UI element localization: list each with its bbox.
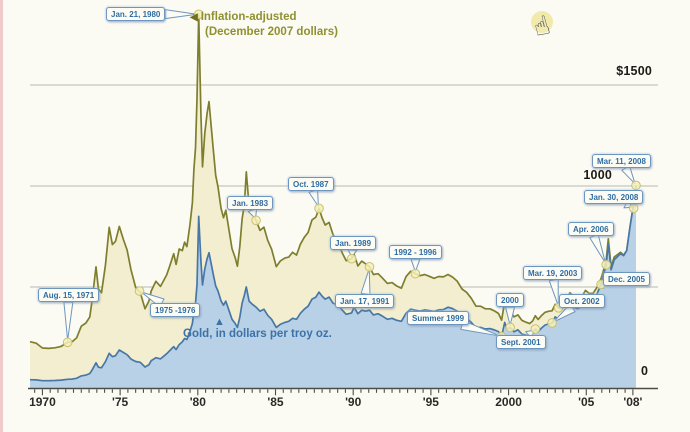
up-triangle-pointer-icon: ▲ — [214, 316, 225, 328]
event-marker — [628, 203, 639, 214]
event-marker — [346, 253, 357, 264]
callout-oct-1987: Oct. 1987 — [288, 177, 334, 191]
callout-tail — [505, 306, 516, 326]
series-area-nominal — [30, 185, 636, 388]
event-marker — [364, 262, 375, 272]
callout-apr-2006: Apr. 2006 — [568, 222, 614, 236]
event-marker — [251, 215, 261, 226]
callout-tail — [410, 258, 421, 273]
callout-summer-1999: Summer 1999 — [407, 311, 470, 325]
series-area-inflation_adjusted — [30, 14, 636, 389]
event-marker — [530, 324, 541, 334]
callout-mar-11-2008: Mar. 11, 2008 — [592, 154, 651, 168]
event-marker — [410, 268, 421, 279]
event-marker — [547, 318, 557, 328]
callout-jan-21-1980: Jan. 21, 1980 — [106, 7, 166, 21]
left-page-border — [0, 0, 3, 432]
x-axis-label: '85 — [267, 395, 284, 409]
series-line-nominal — [29, 185, 637, 382]
event-marker — [134, 286, 145, 296]
callout-tail — [347, 249, 358, 258]
callout-jan-17-1991: Jan. 17, 1991 — [335, 294, 395, 308]
callout-oct-2002: Oct. 2002 — [559, 294, 605, 308]
x-axis-label: '95 — [422, 395, 439, 409]
callout-sept-2001: Sept. 2001 — [496, 335, 546, 349]
inflation-adjusted-label-line2: (December 2007 dollars) — [205, 26, 338, 38]
left-triangle-pointer-icon: ◀ — [190, 12, 198, 23]
event-marker — [314, 203, 324, 214]
inflation-adjusted-label-line1: Inflation-adjusted — [200, 11, 297, 23]
callout-jan-1989: Jan. 1989 — [330, 236, 377, 250]
callout-tail — [308, 189, 319, 208]
callout-1975-1976: 1975 -1976 — [150, 303, 201, 317]
callout-aug-15-1971: Aug. 15, 1971 — [38, 288, 100, 302]
callout-tail — [548, 278, 559, 307]
y-axis-label-0: 0 — [641, 364, 649, 378]
event-marker — [62, 337, 73, 348]
y-axis-label-1500: $1500 — [616, 64, 652, 78]
callout-tail — [63, 301, 74, 341]
event-marker — [601, 259, 611, 270]
x-axis-label: '80 — [189, 395, 206, 409]
callout-jan-1983: Jan. 1983 — [227, 196, 274, 210]
event-marker — [631, 180, 641, 191]
series-label-inflation-adjusted: ◀ Inflation-adjusted (December 2007 dolla… — [190, 10, 338, 40]
callout-2000: 2000 — [496, 293, 524, 307]
series-label-gold-nominal: Gold, in dollars per troy oz. — [183, 328, 332, 340]
x-axis-label: '90 — [345, 395, 362, 409]
callout-jan-30-2008: Jan. 30, 2008 — [584, 190, 644, 204]
y-axis-label-1000: 1000 — [583, 168, 612, 182]
callout-tail — [621, 165, 636, 185]
event-marker — [193, 9, 204, 20]
callout-tail — [553, 303, 576, 323]
x-axis-label: '75 — [112, 395, 129, 409]
x-axis-label: 1970 — [29, 395, 56, 409]
x-axis-label: '05 — [578, 395, 595, 409]
cursor-highlight-circle — [531, 11, 553, 33]
callout-dec-2005: Dec. 2005 — [603, 272, 650, 286]
callout-tail — [589, 233, 606, 264]
event-marker — [505, 322, 515, 333]
x-axis-label: 2000 — [495, 395, 522, 409]
callout-mar-19-2003: Mar. 19, 2003 — [523, 266, 583, 280]
callout-1992-1996: 1992 - 1996 — [389, 245, 442, 259]
callout-tail — [460, 320, 501, 337]
x-axis-label: '08' — [623, 395, 643, 409]
